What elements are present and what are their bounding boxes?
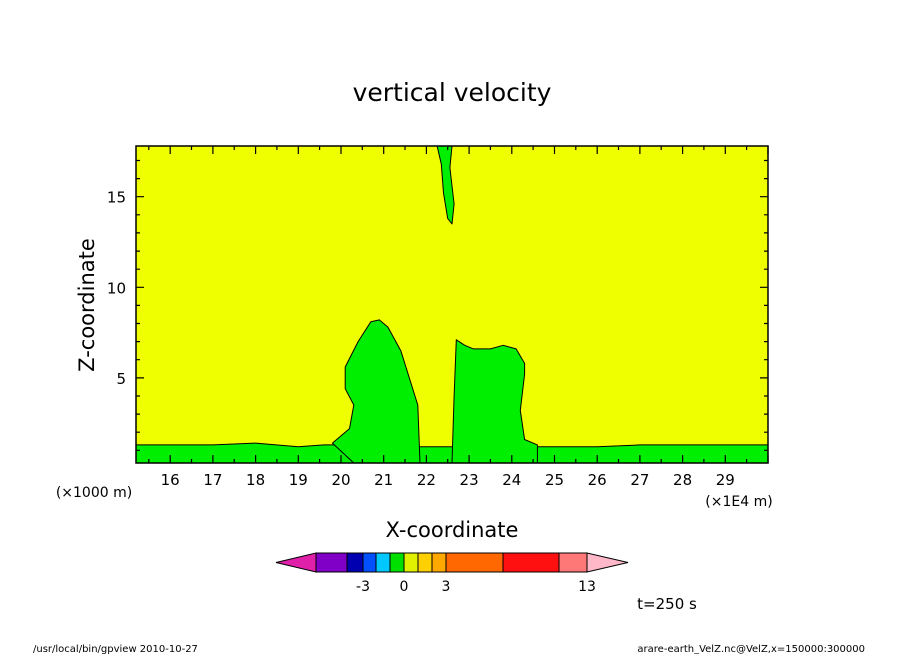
colorbar-bin: [558, 552, 588, 573]
x-tick-label: 21: [374, 471, 393, 489]
chart-title: vertical velocity: [353, 78, 552, 107]
colorbar-arrow-high: [586, 552, 629, 573]
x-tick-label: 25: [545, 471, 564, 489]
x-tick-label: 20: [331, 471, 350, 489]
colorbar-bin: [431, 552, 447, 573]
x-tick-label: 16: [161, 471, 180, 489]
x-tick-label: 18: [246, 471, 265, 489]
y-tick-label: 10: [107, 279, 126, 297]
y-tick-label: 5: [116, 370, 126, 388]
colorbar-bin: [315, 552, 348, 573]
tick-marks: [136, 146, 769, 463]
colorbar-labels: -3 0 3 13: [356, 579, 596, 595]
colorbar-bin: [375, 552, 391, 573]
colorbar: [275, 552, 629, 573]
x-tick-label: 26: [588, 471, 607, 489]
colorbar-bin: [502, 552, 560, 573]
plot-area: 16 17 18 19 20 21 22 23 24 25 26 27 28 29 5 10 15: [107, 145, 769, 489]
axis-ticks: [136, 146, 769, 463]
x-tick-label: 27: [630, 471, 649, 489]
colorbar-bin: [389, 552, 405, 573]
region-right-plume: [451, 339, 538, 463]
plot-frame: [135, 145, 769, 464]
x-tick-label: 24: [502, 471, 521, 489]
x-tick-label: 22: [417, 471, 436, 489]
colorbar-bin: [403, 552, 419, 573]
time-annotation: t=250 s: [637, 595, 697, 613]
colorbar-arrow-low: [275, 552, 317, 573]
colorbar-bin: [417, 552, 433, 573]
colorbar-tick-label: -3: [356, 579, 370, 595]
x-tick-label: 19: [289, 471, 308, 489]
x-tick-label: 29: [716, 471, 735, 489]
x-axis-title: X-coordinate: [386, 518, 519, 542]
y-axis-title: Z-coordinate: [75, 238, 99, 372]
colorbar-tick-label: 13: [578, 579, 596, 595]
y-tick-label: 15: [107, 189, 126, 207]
colorbar-tick-label: 0: [400, 579, 409, 595]
region-upper-plume: [436, 146, 455, 225]
footer-command: /usr/local/bin/gpview 2010-10-27: [33, 644, 198, 654]
x-tick-label: 17: [203, 471, 222, 489]
x-axis-unit: (×1E4 m): [705, 494, 772, 510]
x-tick-label: 28: [673, 471, 692, 489]
y-axis-unit: (×1000 m): [56, 485, 132, 501]
axis-tick-labels: 16 17 18 19 20 21 22 23 24 25 26 27 28 29 5 10 15: [107, 189, 735, 489]
colorbar-bin: [445, 552, 504, 573]
contour-regions: [136, 146, 768, 463]
footer-source: arare-earth_VelZ.nc@VelZ,x=150000:300000: [637, 644, 865, 654]
x-tick-label: 23: [460, 471, 479, 489]
colorbar-bin: [362, 552, 377, 573]
region-left-plume: [331, 319, 421, 463]
colorbar-bin: [346, 552, 364, 573]
colorbar-tick-label: 3: [442, 579, 451, 595]
